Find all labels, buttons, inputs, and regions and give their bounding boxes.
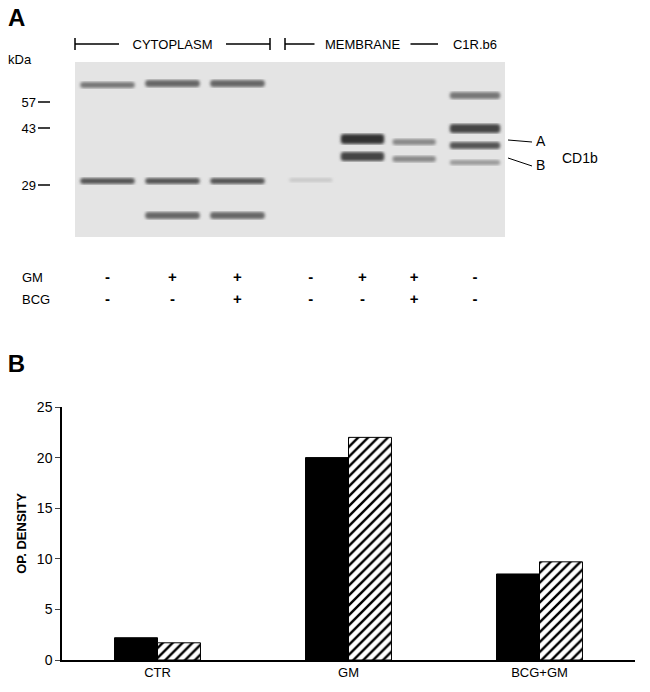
svg-text:A: A [8,4,25,31]
svg-text:57: 57 [22,95,36,110]
svg-text:29: 29 [22,178,36,193]
svg-text:CYTOPLASM: CYTOPLASM [133,37,213,52]
svg-text:-: - [308,268,313,285]
svg-text:C1R.b6: C1R.b6 [453,37,497,52]
svg-text:-: - [105,268,110,285]
svg-text:5: 5 [45,601,53,617]
svg-text:BCG+GM: BCG+GM [511,665,568,680]
svg-text:MEMBRANE: MEMBRANE [325,37,400,52]
svg-text:B: B [536,157,545,173]
svg-text:+: + [358,268,367,285]
svg-text:-: - [360,290,365,307]
svg-text:-: - [473,268,478,285]
svg-text:43: 43 [22,121,36,136]
svg-text:+: + [168,268,177,285]
svg-text:A: A [536,133,546,149]
svg-text:BCG: BCG [22,292,50,307]
svg-text:-: - [473,290,478,307]
svg-text:+: + [410,268,419,285]
svg-text:20: 20 [37,450,53,466]
svg-text:+: + [233,290,242,307]
svg-text:CTR: CTR [144,665,171,680]
svg-text:GM: GM [22,270,43,285]
svg-text:B: B [8,350,25,377]
svg-text:+: + [233,268,242,285]
svg-text:-: - [170,290,175,307]
svg-text:+: + [410,290,419,307]
svg-text:CD1b: CD1b [562,150,598,166]
svg-text:10: 10 [37,551,53,567]
svg-text:-: - [308,290,313,307]
svg-text:OP. DENSITY: OP. DENSITY [14,493,29,574]
svg-text:-: - [105,290,110,307]
svg-text:kDa: kDa [8,52,32,67]
svg-text:GM: GM [338,665,359,680]
svg-text:0: 0 [45,652,53,668]
svg-text:25: 25 [37,399,53,415]
svg-text:15: 15 [37,500,53,516]
